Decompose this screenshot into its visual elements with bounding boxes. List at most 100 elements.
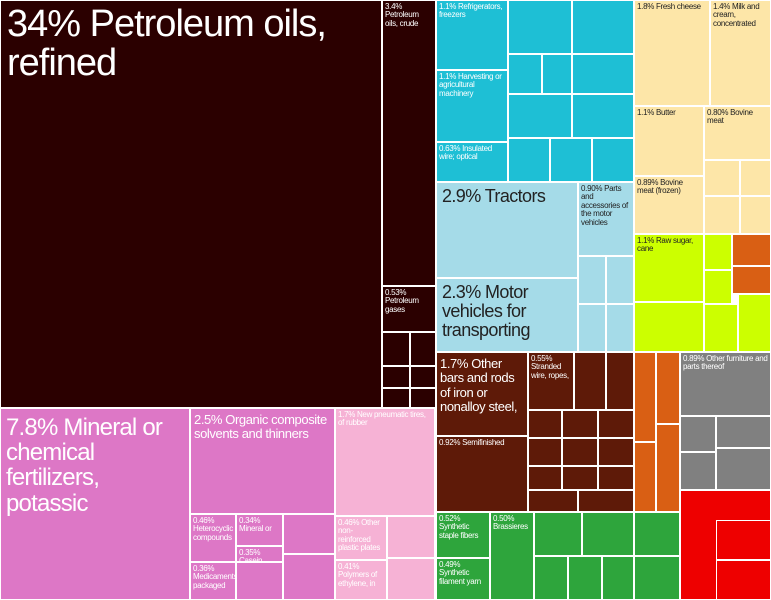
cell-vehicles-small [606,256,634,304]
cell-vegetable-small [732,234,771,266]
cell-petroleum-small [410,388,436,408]
cell-label: 2.9% Tractors [442,186,546,206]
cell-label: 1.7% Other bars and rods of iron or nona… [440,356,518,414]
cell-textiles-small [634,556,680,600]
cell-label: 7.8% Mineral or chemical fertilizers, po… [6,414,163,517]
cell-metals-small [562,438,598,466]
cell-machinery-small [508,54,542,94]
cell-vegetable-small [704,234,732,270]
cell-refrigerators: 1.1% Refrigerators, freezers [436,0,508,70]
cell-label: 0.90% Parts and accessories of the motor… [581,184,628,227]
cell-parts: 0.90% Parts and accessories of the motor… [578,182,634,256]
cell-dairy-small [740,196,771,234]
cell-label: 0.63% Insulated wire; optical [439,144,492,162]
cell-chemicals-small [283,514,335,554]
cell-petroleum-small [382,366,410,388]
cell-label: 0.41% Polymers of ethylene, in [338,562,377,588]
cell-brassieres: 0.50% Brassieres [490,512,534,600]
cell-chemicals-small [283,554,335,600]
cell-filament-yarn: 0.49% Synthetic filament yarn [436,558,490,600]
cell-label: 1.1% Harvesting or agricultural machiner… [439,72,502,98]
cell-label: 0.89% Bovine meat (frozen) [637,178,683,196]
cell-machinery-small [508,138,550,182]
cell-label: 0.49% Synthetic filament yarn [439,560,481,586]
cell-textiles-small [568,556,602,600]
cell-vehicles-small [606,304,634,352]
cell-metals-small [528,410,562,438]
cell-label: 1.1% Raw sugar, cane [637,236,693,254]
cell-misc-orange [634,352,656,442]
cell-petroleum-crude: 3.4% Petroleum oils, crude [382,0,436,286]
cell-staple-fibers: 0.52% Synthetic staple fibers [436,512,490,558]
cell-metals-small [606,352,634,410]
cell-solvents: 2.5% Organic composite solvents and thin… [190,408,335,514]
cell-machinery-small [508,0,572,54]
cell-misc-grey [716,448,771,490]
cell-metals-small [528,438,562,466]
cell-raw-sugar: 1.1% Raw sugar, cane [634,234,704,302]
cell-textiles-small [582,512,634,556]
cell-dairy-small [704,160,740,196]
cell-dairy-small [704,196,740,234]
cell-mineral: 0.34% Mineral or [236,514,283,546]
cell-label: 0.50% Brassieres [493,514,528,532]
cell-metals-small [562,410,598,438]
cell-metals-small [578,490,634,512]
cell-label: 1.8% Fresh cheese [637,2,701,11]
cell-chemicals-small [387,516,435,558]
cell-machinery-small [592,138,634,182]
cell-petroleum-small [410,332,436,366]
cell-tractors: 2.9% Tractors [436,182,578,278]
cell-petroleum-refined: 34% Petroleum oils, refined [0,0,382,408]
cell-misc-grey [680,416,716,452]
cell-insulated-wire: 0.63% Insulated wire; optical [436,142,508,182]
cell-label: 0.80% Bovine meat [707,108,753,126]
cell-misc-red [716,560,771,600]
cell-furniture: 0.89% Other furniture and parts thereof [680,352,771,416]
cell-machinery-small [572,54,634,94]
cell-textiles-small [602,556,634,600]
cell-casein: 0.35% Casein [236,546,283,562]
cell-plastic-plates: 0.46% Other non-reinforced plastic plate… [335,516,387,560]
cell-vegetable-small [738,294,771,352]
cell-petroleum-small [382,332,410,366]
cell-petroleum-small [382,388,410,408]
cell-label: 0.46% Heterocyclic compounds [193,516,233,542]
cell-metals-small [598,466,634,490]
cell-label: 34% Petroleum oils, refined [7,3,327,84]
cell-vehicles-small [578,304,606,352]
cell-stranded-wire: 0.55% Stranded wire, ropes, [528,352,574,410]
cell-misc-orange [634,442,656,512]
cell-milk-cream: 1.4% Milk and cream, concentrated [710,0,771,106]
cell-butter: 1.1% Butter [634,106,704,176]
cell-medicaments: 0.36% Medicaments packaged [190,562,236,600]
cell-machinery-small [572,0,634,54]
cell-label: 0.46% Other non-reinforced plastic plate… [338,518,381,553]
cell-bovine-frozen: 0.89% Bovine meat (frozen) [634,176,704,234]
cell-label: 1.1% Refrigerators, freezers [439,2,503,20]
cell-textiles-small [534,556,568,600]
cell-petroleum-gases: 0.53% Petroleum gases [382,286,436,332]
cell-vegetable-small [732,266,771,294]
cell-metals-small [598,438,634,466]
cell-iron-bars: 1.7% Other bars and rods of iron or nona… [436,352,528,436]
cell-machinery-small [542,54,572,94]
cell-machinery-small [508,94,572,138]
cell-misc-red [716,520,771,560]
cell-bovine-meat: 0.80% Bovine meat [704,106,771,160]
cell-label: 3.4% Petroleum oils, crude [385,2,419,28]
cell-heterocyclic: 0.46% Heterocyclic compounds [190,514,236,562]
cell-label: 0.55% Stranded wire, ropes, [531,354,569,380]
cell-motor-vehicles: 2.3% Motor vehicles for transporting [436,278,578,352]
cell-label: 2.3% Motor vehicles for transporting [442,282,530,340]
cell-label: 1.1% Butter [637,108,676,117]
cell-petroleum-small [410,366,436,388]
cell-harvesting: 1.1% Harvesting or agricultural machiner… [436,70,508,142]
cell-metals-small [528,490,578,512]
cell-chemicals-small [387,558,435,600]
cell-vehicles-small [578,256,606,304]
cell-metals-small [528,466,562,490]
cell-textiles-small [534,512,582,556]
cell-label: 0.34% Mineral or [239,516,272,534]
